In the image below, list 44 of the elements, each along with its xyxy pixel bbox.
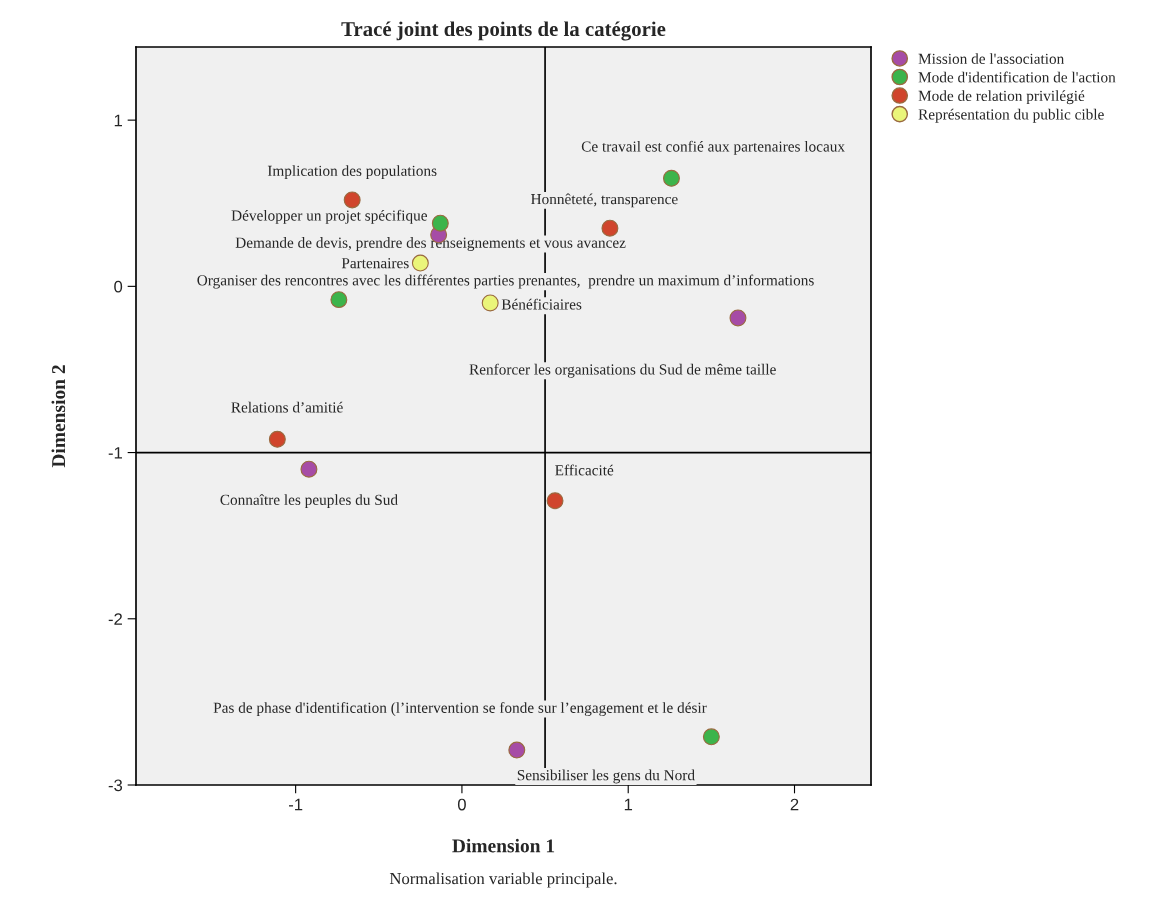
annotation: Implication des populations — [267, 165, 437, 180]
x-tick-label: 0 — [457, 798, 466, 811]
y-tick-label: 0 — [114, 280, 123, 293]
point — [300, 460, 318, 478]
x-tick-label: -1 — [288, 798, 303, 811]
annotation: Demande de devis, prendre des renseignements et vous avancez — [235, 237, 626, 251]
annotation: Bénéficiaires — [501, 298, 582, 310]
text: Normalisation variable principale. — [389, 872, 617, 888]
point — [601, 219, 619, 237]
annotation: Honnêteté, transparence — [531, 193, 678, 208]
y-tick-label: -2 — [108, 613, 122, 625]
point — [431, 214, 449, 232]
chart-title: Tracé joint des points de la catégorie — [341, 21, 666, 41]
legend-label: Mission de l'association — [918, 53, 1065, 64]
annotation: Connaître les peuples du Sud — [220, 494, 398, 509]
point — [546, 492, 564, 510]
point — [662, 169, 680, 187]
annotation: Développer un projet spécifique — [231, 209, 427, 224]
y-tick-label: -3 — [108, 779, 123, 792]
point — [729, 309, 747, 327]
legend-label: Mode de relation privilégié — [918, 90, 1085, 105]
point — [481, 294, 499, 312]
point — [508, 741, 526, 759]
annotation: Relations d’amitié — [231, 401, 343, 413]
annotation: Efficacité — [555, 464, 614, 476]
y-axis-title: Dimension 2 — [51, 365, 66, 468]
annotation: Renforcer les organisations du Sud de même taille — [469, 363, 776, 378]
legend-label: Représentation du public cible — [918, 108, 1104, 123]
point — [268, 430, 286, 448]
annotation: Sensibiliser les gens du Nord — [517, 769, 695, 784]
point — [343, 191, 361, 209]
y-tick-label: 1 — [114, 114, 122, 127]
annotation: Organiser des rencontres avec les différentes parties prenantes, prendre un maximum d’informations — [197, 274, 814, 289]
point — [411, 254, 429, 272]
x-tick-label: 2 — [790, 798, 799, 811]
point — [702, 728, 720, 746]
annotation: Partenaires — [341, 258, 409, 269]
x-tick-label: 1 — [624, 798, 633, 811]
y-tick-label: -1 — [108, 447, 122, 459]
annotation: Ce travail est confié aux partenaires locaux — [581, 140, 845, 155]
x-axis-title: Dimension 1 — [452, 838, 555, 853]
point — [330, 291, 348, 309]
annotation: Pas de phase d'identification (l’intervention se fonde sur l’engagement et le désir — [213, 701, 707, 717]
legend-label: Mode d'identification de l'action — [918, 71, 1116, 83]
